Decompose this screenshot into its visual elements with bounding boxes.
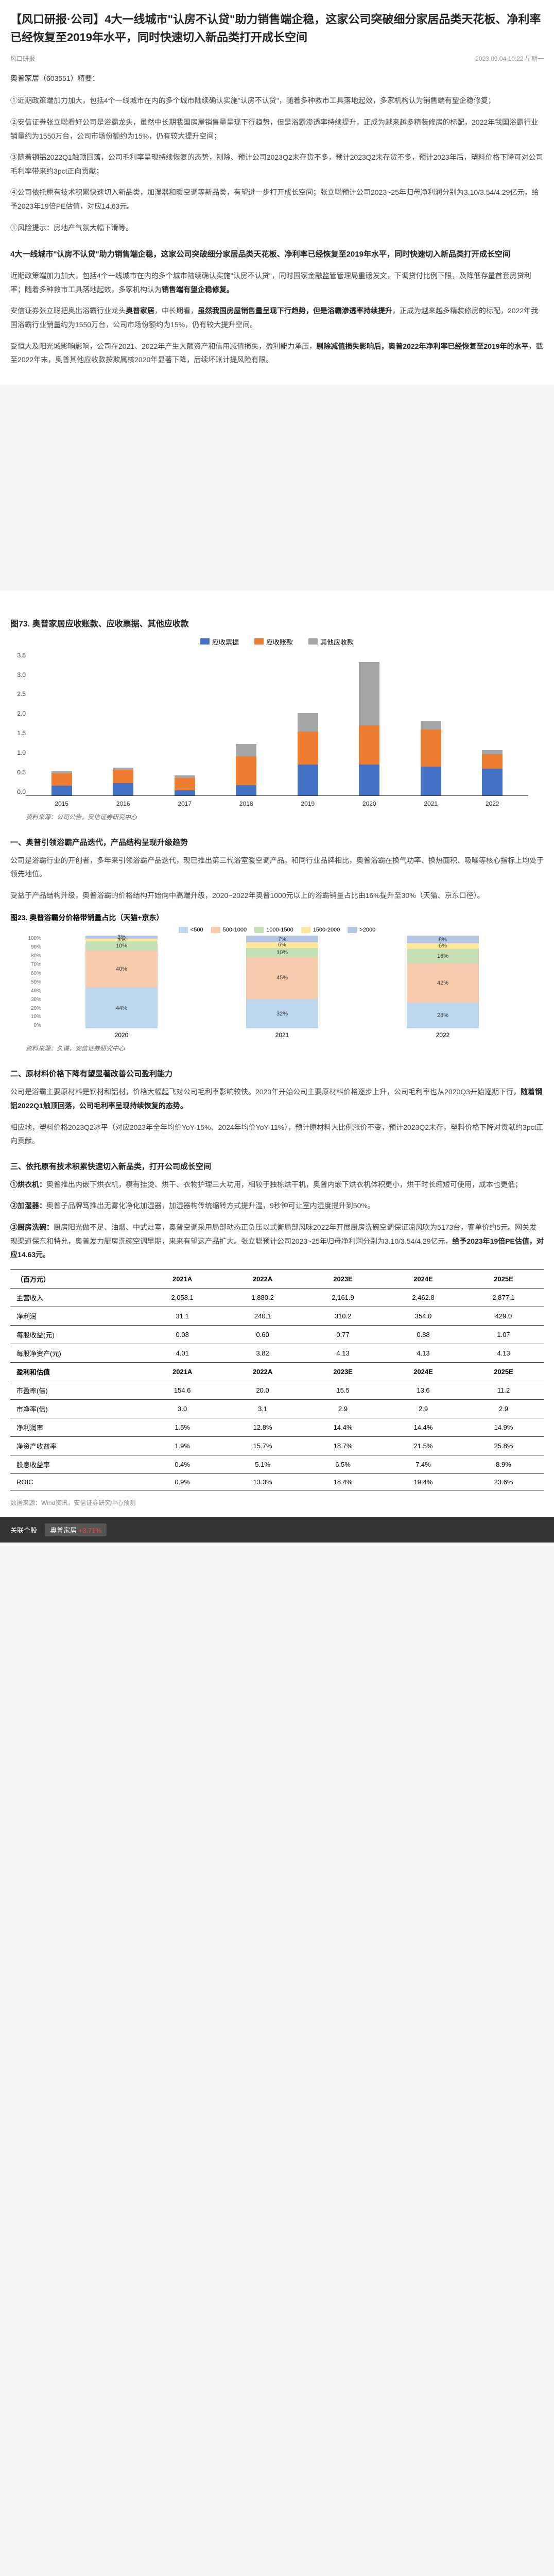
paragraph: 近期政策端加力加大，包括4个一线城市在内的多个城市陆续确认实施"认房不认贷"，同… [10, 269, 544, 296]
footer-stock[interactable]: 奥普家居 +3.71% [45, 1523, 107, 1536]
risk-note: ①风险提示：房地产气氛大幅下滑等。 [10, 221, 544, 235]
table-row: 净利润率1.5%12.8%14.4%14.4%14.9% [10, 1418, 544, 1436]
table-row: 股息收益率0.4%5.1%6.5%7.4%8.9% [10, 1455, 544, 1473]
chart2-source: 资料来源：久谦，安信证券研究中心 [10, 1044, 544, 1053]
paragraph: 受益于产品结构升级，奥普浴霸的价格结构开始向中高端升级，2020~2022年奥普… [10, 889, 544, 903]
x-labels: 20152016201720182019202020212022 [31, 800, 523, 807]
chart2-title: 图23. 奥普浴霸分价格带销量占比（天猫+京东） [10, 912, 544, 923]
paragraph: ①烘衣机：奥普推出内嵌下烘衣机，模有挂烫、烘干、衣物护理三大功用，相较于独栋烘干… [10, 1178, 544, 1192]
table-header-row: 盈利和估值2021A2022A2023E2024E2025E [10, 1362, 544, 1381]
article-container: 【风口研报·公司】4大一线城市"认房不认贷"助力销售端企稳，这家公司突破细分家居… [0, 0, 554, 385]
chart2-bars: 3%3%10%40%44%7%6%10%45%32%8%6%16%42%28% [41, 936, 523, 1028]
section-heading: 二、原材料价格下降有望显著改善公司盈利能力 [10, 1068, 544, 1079]
table-row: ROIC0.9%13.3%18.4%19.4%23.6% [10, 1473, 544, 1490]
chart2-y-axis: 100%90%80%70%60%50%40%30%20%10%0% [26, 936, 41, 1028]
table-header-row: （百万元）2021A2022A2023E2024E2025E [10, 1269, 544, 1288]
chart-canvas: 3.53.02.52.01.51.00.50.0 [26, 652, 528, 796]
table-row: 市盈率(倍)154.620.015.513.611.2 [10, 1381, 544, 1399]
subtitle-text: 奥普家居（603551）精要： [10, 73, 544, 83]
paragraph: 相应地，塑料价格2023Q2冰平（对应2023年全年均价YoY-15%、2024… [10, 1121, 544, 1148]
bars-area [31, 652, 523, 795]
table-body: 市盈率(倍)154.620.015.513.611.2市净率(倍)3.03.12… [10, 1381, 544, 1490]
chart2-canvas: 100%90%80%70%60%50%40%30%20%10%0% 3%3%10… [26, 936, 528, 1039]
intro-point: ③随着钢铝2022Q1触顶回落，公司毛利率呈现持续恢复的态势，刨除、预计公司20… [10, 150, 544, 178]
chart-1: 图73. 奥普家居应收账款、应收票据、其他应收款 应收票据应收账款其他应收款 3… [10, 617, 544, 821]
weekday-text: 星期一 [525, 55, 544, 62]
table-row: 净利润31.1240.1310.2354.0429.0 [10, 1307, 544, 1325]
article-meta: 风口研报 2023.09.04 10:22 星期一 [10, 54, 544, 63]
spacer [0, 385, 554, 591]
chart-legend: 应收票据应收账款其他应收款 [10, 637, 544, 647]
table-body: 主营收入2,058.11,880.22,161.92,462.82,877.1净… [10, 1288, 544, 1362]
table-row: 每股净资产(元)4.013.824.134.134.13 [10, 1344, 544, 1362]
section-bold-heading: 4大一线城市"认房不认贷"助力销售端企稳，这家公司突破细分家居品类天花板、净利率… [10, 247, 544, 261]
chart2-legend: <500500-10001000-15001500-2000>2000 [10, 927, 544, 933]
table-source: 数据来源：Wind资讯，安信证券研究中心预测 [10, 1498, 544, 1507]
section-heading: 一、奥普引领浴霸产品迭代，产品结构呈现升级趋势 [10, 837, 544, 848]
footer-label: 关联个股 [10, 1525, 37, 1535]
paragraph: 公司是浴霸行业的开创者，多年来引领浴霸产品迭代，现已推出第三代浴室暖空调产品。和… [10, 854, 544, 881]
table-row: 主营收入2,058.11,880.22,161.92,462.82,877.1 [10, 1288, 544, 1307]
chart2-x-labels: 202020212022 [41, 1031, 523, 1039]
footer-bar: 关联个股 奥普家居 +3.71% [0, 1517, 554, 1543]
y-axis: 3.53.02.52.01.51.00.50.0 [13, 652, 26, 795]
intro-point: ①近期政策端加力加大，包括4个一线城市在内的多个城市陆续确认实施"认房不认贷"，… [10, 94, 544, 108]
table-row: 净资产收益率1.9%15.7%18.7%21.5%25.8% [10, 1436, 544, 1455]
paragraph: 公司是浴霸主要原材料是钢材和铝材，价格大幅起飞对公司毛利率影响较快。2020年开… [10, 1085, 544, 1112]
paragraph: 受恒大及阳光城影响影响，公司在2021、2022年产生大额资产和信用减值损失，盈… [10, 340, 544, 367]
table-row: 市净率(倍)3.03.12.92.92.9 [10, 1399, 544, 1418]
source-link[interactable]: 风口研报 [10, 54, 35, 63]
intro-point: ②安信证券张立聪看好公司是浴霸龙头，虽然中长期我国房屋销售量呈现下行趋势，但是浴… [10, 115, 544, 143]
table-row: 每股收益(元)0.080.600.770.881.07 [10, 1325, 544, 1344]
section-heading: 三、依托原有技术积累快速切入新品类，打开公司成长空间 [10, 1161, 544, 1172]
financial-table: （百万元）2021A2022A2023E2024E2025E 主营收入2,058… [10, 1269, 544, 1490]
paragraph: 安信证券张立聪把奥出浴霸行业龙头奥普家居，中长期看，虽然我国房屋销售量呈现下行趋… [10, 304, 544, 331]
article-title: 【风口研报·公司】4大一线城市"认房不认贷"助力销售端企稳，这家公司突破细分家居… [10, 10, 544, 46]
chart-2: 图23. 奥普浴霸分价格带销量占比（天猫+京东） <500500-1000100… [10, 912, 544, 1053]
chart-section: 图73. 奥普家居应收账款、应收票据、其他应收款 应收票据应收账款其他应收款 3… [0, 591, 554, 1517]
paragraph: ②加湿器：奥普子品牌笃推出无雾化净化加湿器，加湿器构传统缩转方式提升湿，9秒钟可… [10, 1199, 544, 1213]
chart-source: 资料来源：公司公告，安信证券研究中心 [10, 812, 544, 821]
chart-title: 图73. 奥普家居应收账款、应收票据、其他应收款 [10, 617, 544, 629]
intro-point: ④公司依托原有技术积累快速切入新品类，加湿器和暖空调等新品类，有望进一步打开成长… [10, 185, 544, 213]
date-text: 2023.09.04 10:22 [475, 55, 523, 62]
paragraph: ③厨房洗碗：厨房阳光做不足、油烟、中式灶室，奥普空调采用局部动态正负压以式衡局部… [10, 1221, 544, 1262]
